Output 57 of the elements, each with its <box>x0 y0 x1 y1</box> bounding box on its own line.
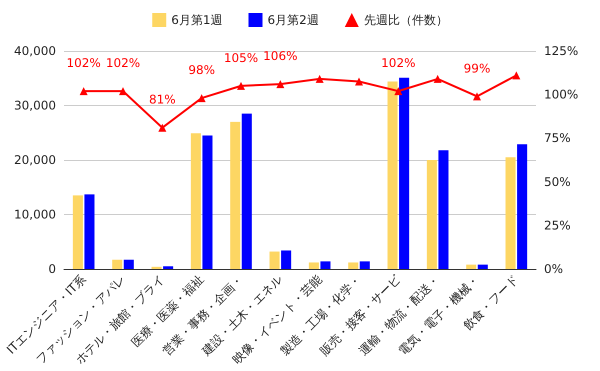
legend-label: 先週比（件数） <box>364 13 448 27</box>
y2-tick-label: 100% <box>544 88 578 102</box>
bar <box>399 78 410 269</box>
point <box>119 87 127 96</box>
point <box>276 80 284 88</box>
point <box>473 92 481 100</box>
y-tick-label: 20,000 <box>14 153 56 167</box>
data-label: 98% <box>188 63 216 78</box>
bar <box>426 160 437 269</box>
bar <box>72 195 83 269</box>
data-label: 106% <box>263 49 298 64</box>
y-tick-label: 0 <box>48 262 56 276</box>
legend-label: 6月第2週 <box>268 13 319 27</box>
point <box>158 124 166 132</box>
y-tick-label: 30,000 <box>14 98 56 112</box>
bar <box>360 261 370 269</box>
point <box>237 82 245 90</box>
data-label: 102% <box>66 56 101 70</box>
data-label: 102% <box>106 56 140 70</box>
data-label: 102% <box>381 56 416 70</box>
bar <box>438 150 448 269</box>
data-label: 81% <box>148 92 176 107</box>
bar <box>388 82 398 269</box>
bar <box>124 260 134 269</box>
y2-tick-label: 50% <box>544 174 571 189</box>
data-label: 105% <box>224 50 258 65</box>
y2-tick-label: 125% <box>544 44 578 58</box>
point <box>80 87 88 96</box>
bar <box>202 135 212 269</box>
bar <box>281 250 292 269</box>
bar <box>163 266 174 269</box>
bar <box>230 122 240 269</box>
bar <box>112 260 122 269</box>
bar <box>242 114 252 269</box>
bar <box>478 264 488 269</box>
y-tick-label: 40,000 <box>14 44 56 58</box>
y2-tick-label: 0% <box>544 262 564 276</box>
bar <box>320 261 330 269</box>
bar <box>466 264 476 269</box>
bar <box>308 262 319 269</box>
bar <box>190 133 201 269</box>
point <box>198 94 206 102</box>
bar <box>270 252 280 269</box>
y2-tick-label: 25% <box>544 218 571 232</box>
bar <box>506 157 516 269</box>
point <box>512 71 520 80</box>
y-tick-label: 10,000 <box>14 208 56 222</box>
point <box>394 87 402 96</box>
data-label: 99% <box>464 61 490 76</box>
bar <box>517 144 528 269</box>
bar <box>84 194 94 269</box>
legend-label: 6月第1週 <box>171 13 223 27</box>
point <box>434 74 442 83</box>
y2-tick-label: 75% <box>544 131 571 146</box>
point <box>316 74 324 83</box>
bar <box>348 262 358 269</box>
point <box>355 78 363 86</box>
